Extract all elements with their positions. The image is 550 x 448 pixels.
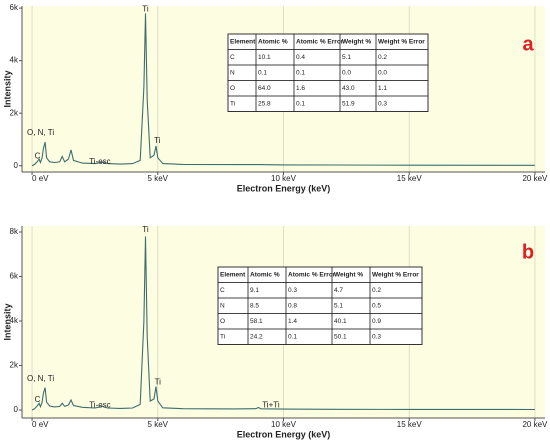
table-cell-text: 25.8 — [258, 100, 271, 107]
table-header: Atomic % — [258, 38, 288, 45]
table-frame — [217, 266, 423, 345]
y-tick-label: 2k — [10, 361, 19, 370]
table-cell-text: 5.1 — [342, 54, 351, 61]
table-cell-text: N — [230, 69, 235, 76]
table-cell-text: 1.1 — [378, 85, 387, 92]
x-tick-label: 0 eV — [32, 420, 49, 429]
y-tick-label: 6k — [10, 3, 19, 12]
table-cell-text: 10.1 — [258, 54, 271, 61]
y-axis-label: Intensity — [2, 70, 12, 107]
table-cell-text: 0.3 — [372, 333, 381, 340]
y-tick-label: 8k — [10, 227, 19, 236]
table-cell-text: 0.0 — [342, 69, 351, 76]
y-tick-label: 0 — [14, 405, 19, 414]
peak-annotation: Ti — [154, 136, 161, 145]
table-cell-text: 0.9 — [372, 318, 381, 325]
peak-annotation: Ti-esc — [89, 157, 110, 166]
x-axis-label: Electron Energy (keV) — [237, 429, 331, 439]
table-cell-text: 0.0 — [378, 69, 387, 76]
table-cell-text: 0.8 — [288, 302, 297, 309]
peak-annotation: Ti — [155, 377, 162, 386]
table-cell-text: Ti — [220, 333, 225, 340]
peak-annotation: Ti — [142, 5, 149, 14]
table-cell-text: 0.1 — [296, 69, 305, 76]
y-tick-label: 4k — [10, 316, 19, 325]
table-header: Element — [230, 38, 256, 45]
table-cell-text: O — [230, 85, 235, 92]
x-tick-label: 20 keV — [522, 420, 548, 429]
table-cell-text: 0.2 — [378, 54, 387, 61]
x-tick-label: 10 keV — [271, 420, 297, 429]
table-header: Atomic % — [250, 271, 280, 278]
table-cell-text: 0.4 — [296, 54, 305, 61]
table-cell-text: 4.7 — [334, 287, 343, 294]
table-cell-text: N — [220, 302, 225, 309]
table-cell-text: 1.4 — [288, 318, 297, 325]
x-tick-label: 5 keV — [148, 420, 169, 429]
panel-tag: a — [522, 33, 534, 55]
table-header: Weight % Error — [372, 271, 419, 278]
peak-annotation: Ti+Ti — [262, 401, 280, 410]
x-tick-label: 15 keV — [397, 420, 423, 429]
table-cell-text: 0.5 — [372, 302, 381, 309]
table-header: Element — [220, 271, 246, 278]
x-tick-label: 15 keV — [397, 174, 423, 183]
table-cell-text: 0.2 — [372, 287, 381, 294]
table-cell-text: 40.1 — [334, 318, 347, 325]
y-tick-label: 0 — [14, 161, 19, 170]
x-axis-label: Electron Energy (keV) — [237, 183, 331, 193]
table-cell-text: 58.1 — [250, 318, 263, 325]
peak-annotation: O, N, Ti — [27, 374, 54, 383]
table-frame — [227, 33, 429, 112]
table-cell-text: 0.1 — [288, 333, 297, 340]
peak-annotation: C — [35, 395, 41, 404]
spectrum-line — [31, 236, 535, 411]
panel-tag: b — [522, 241, 534, 263]
table-cell-text: 43.0 — [342, 85, 355, 92]
table-cell-text: 1.6 — [296, 85, 305, 92]
y-tick-label: 2k — [10, 108, 19, 117]
table-cell-text: 50.1 — [334, 333, 347, 340]
table-cell-text: 0.1 — [258, 69, 267, 76]
x-tick-label: 20 keV — [522, 174, 548, 183]
table-cell-text: 0.1 — [296, 100, 305, 107]
y-tick-label: 6k — [10, 272, 19, 281]
peak-annotation: O, N, Ti — [27, 128, 54, 137]
peak-annotation: Ti-esc — [89, 401, 110, 410]
y-tick-label: 4k — [10, 56, 19, 65]
table-cell-text: 64.0 — [258, 85, 271, 92]
table-cell — [369, 328, 423, 345]
table-cell-text: 0.3 — [288, 287, 297, 294]
table-cell-text: C — [220, 287, 225, 294]
table-cell-text: 24.2 — [250, 333, 263, 340]
x-tick-label: 10 keV — [271, 174, 297, 183]
table-cell-text: 9.1 — [250, 287, 259, 294]
table-header: Weight % Error — [378, 38, 425, 45]
table-cell-text: 0.3 — [378, 100, 387, 107]
spectrum-line — [31, 13, 535, 167]
table-cell-text: 5.1 — [334, 302, 343, 309]
table-cell-text: Ti — [230, 100, 235, 107]
table-header: Atomic % Error — [296, 38, 344, 45]
peak-annotation: C — [35, 152, 41, 161]
table-cell-text: 51.9 — [342, 100, 355, 107]
x-tick-label: 5 keV — [148, 174, 169, 183]
peak-annotation: Ti — [142, 225, 149, 234]
table-header: Atomic % Error — [288, 271, 336, 278]
table-header: Weight % — [342, 38, 371, 45]
table-header: Weight % — [334, 271, 363, 278]
x-tick-label: 0 eV — [32, 174, 49, 183]
y-axis-label: Intensity — [2, 303, 12, 340]
table-cell-text: C — [230, 54, 235, 61]
table-cell-text: 8.5 — [250, 302, 259, 309]
table-cell-text: O — [220, 318, 225, 325]
table-cell — [375, 95, 429, 112]
